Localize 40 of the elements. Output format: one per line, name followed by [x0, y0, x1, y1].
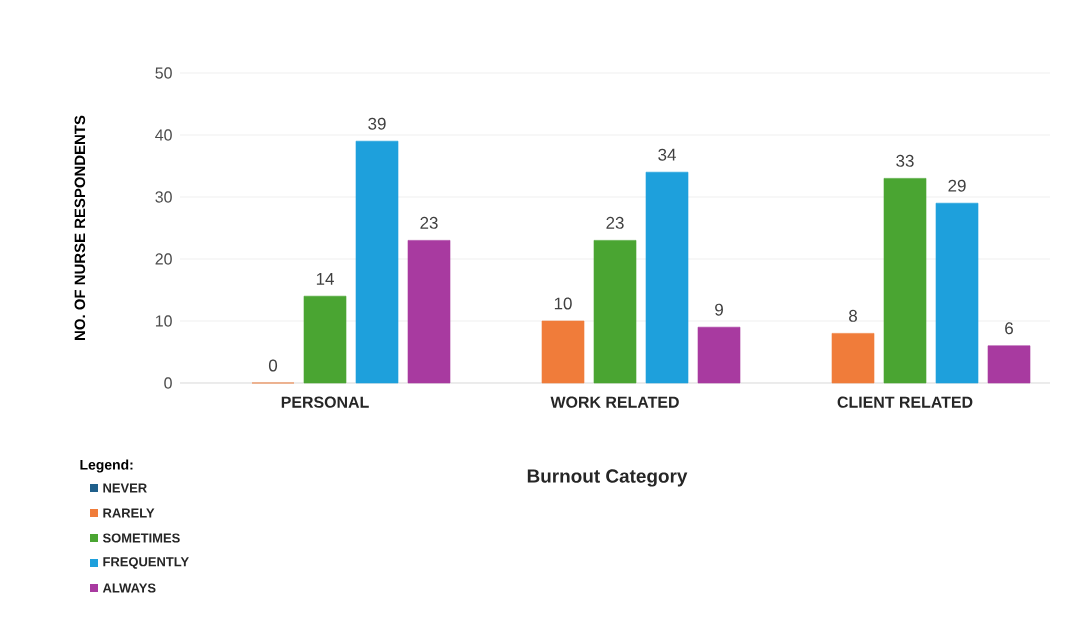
y-tick-label: 0: [164, 377, 172, 389]
y-tick-label: 50: [155, 67, 172, 79]
bar: [407, 240, 451, 384]
data-label: 23: [606, 216, 624, 229]
bar: [697, 326, 741, 384]
y-tick-label: 20: [155, 253, 172, 265]
data-label: 29: [948, 179, 966, 192]
data-label: 34: [658, 148, 676, 161]
legend-label: NEVER: [103, 483, 147, 493]
x-tick-label: WORK RELATED: [550, 396, 679, 408]
bar: [645, 171, 689, 384]
legend-title: Legend:: [80, 459, 133, 473]
bar: [987, 345, 1031, 384]
legend-label: SOMETIMES: [102, 533, 180, 543]
data-label: 8: [849, 309, 857, 322]
x-axis-title: Burnout Category: [527, 469, 688, 487]
bar: [541, 320, 585, 384]
bar: [303, 295, 347, 384]
data-label: 10: [554, 297, 572, 310]
y-tick-label: 40: [155, 129, 172, 141]
x-tick-label: CLIENT RELATED: [837, 396, 973, 408]
bar: [883, 178, 927, 384]
bar: [935, 202, 979, 384]
y-tick-label: 30: [155, 191, 172, 203]
data-label: 9: [715, 303, 723, 316]
data-label: 6: [1005, 322, 1013, 335]
y-axis-title: NO. OF NURSE RESPONDENTS: [74, 115, 86, 340]
bar: [593, 240, 637, 384]
data-label: 39: [368, 117, 386, 130]
data-label: 23: [420, 216, 438, 229]
bar: [831, 333, 875, 384]
x-tick-label: PERSONAL: [281, 396, 369, 408]
data-label: 14: [316, 273, 334, 285]
legend-label: RARELY: [103, 508, 155, 518]
y-tick-label: 10: [155, 315, 172, 327]
data-label: 0: [268, 359, 278, 372]
legend-label: ALWAYS: [102, 583, 156, 593]
data-label: 33: [896, 154, 914, 167]
bar: [355, 140, 399, 384]
legend-label: FREQUENTLY: [103, 557, 189, 569]
